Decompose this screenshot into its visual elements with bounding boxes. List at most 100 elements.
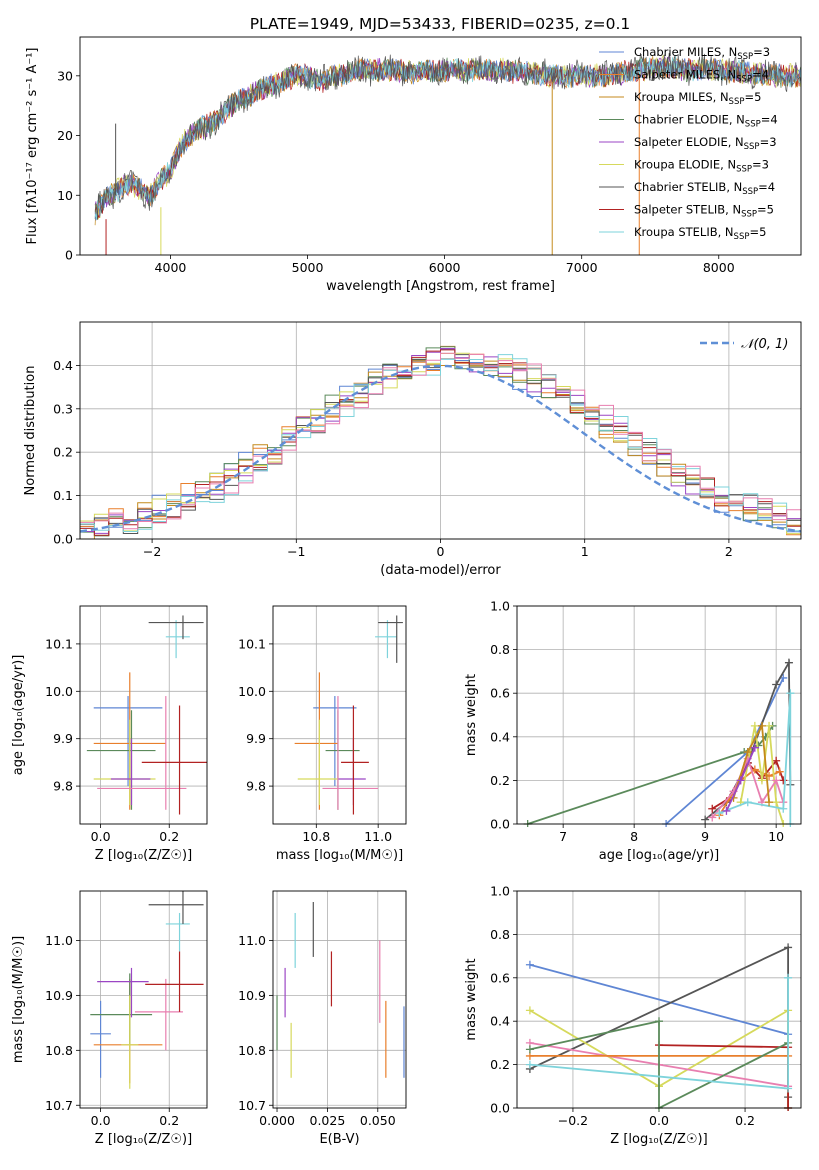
axes-frame [272, 890, 407, 1109]
y-tick-label: 9.9 [53, 731, 73, 746]
legend-label: Salpeter ELODIE, NSSP=3 [634, 135, 777, 152]
axes-frame [79, 605, 208, 825]
weight-line [732, 722, 770, 803]
x-tick-label: 0.025 [310, 1113, 346, 1128]
y-tick-label: 0.2 [490, 773, 510, 788]
weight-line [739, 725, 785, 825]
plus-marker [743, 748, 752, 757]
y-tick-label: 10.7 [45, 1098, 73, 1113]
histogram-series [80, 352, 801, 530]
y-tick-label: 0.0 [490, 1101, 510, 1116]
y-tick-label: 0.2 [53, 445, 73, 460]
x-tick-label: 1 [581, 544, 589, 559]
residuals-axes: −2 −1 0 1 2 0.0 0.1 0.2 0.3 0.4 (data-model)/error… [23, 321, 802, 578]
plus-marker [525, 1060, 534, 1069]
histogram-group [80, 345, 801, 539]
y-tick-label: 0.0 [53, 532, 73, 547]
x-tick-label: 0.2 [159, 1113, 179, 1128]
y-axis-label: mass weight [464, 958, 479, 1040]
mass-age-points [294, 615, 403, 815]
y-tick-label: 0.8 [490, 927, 510, 942]
x-tick-label: 10 [768, 829, 784, 844]
y-tick-label: 10.1 [238, 636, 266, 651]
x-tick-label: 7 [559, 829, 567, 844]
y-tick-label: 0.1 [53, 488, 73, 503]
y-tick-label: 20 [57, 128, 73, 143]
mass-age-axes: 10.8 11.0 9.8 9.9 10.0 10.1 mass [log₁₀(M/M☉)] [238, 605, 407, 863]
y-tick-label: 10.8 [238, 1043, 266, 1058]
y-tick-label: 9.8 [53, 779, 73, 794]
x-tick-label: −1 [287, 544, 305, 559]
x-tick-label: 0.0 [91, 1113, 111, 1128]
y-axis-label: age [log₁₀(age/yr)] [11, 655, 26, 776]
y-tick-label: 0.3 [53, 401, 73, 416]
y-axis-label: mass weight [464, 674, 479, 756]
legend-label: Chabrier ELODIE, NSSP=4 [634, 113, 778, 130]
y-tick-label: 0.4 [490, 1014, 510, 1029]
spectrum-legend: Chabrier MILES, NSSP=3 Salpeter MILES, NS… [599, 45, 778, 242]
axes-frame [516, 890, 802, 1109]
x-axis-label: age [log₁₀(age/yr)] [599, 848, 720, 863]
y-tick-label: 11.0 [238, 933, 266, 948]
x-tick-label: 0 [437, 544, 445, 559]
y-tick-label: 0.0 [490, 817, 510, 832]
y-tick-label: 10.8 [45, 1043, 73, 1058]
x-axis-label: E(B-V) [319, 1132, 359, 1147]
y-tick-label: 10.9 [238, 988, 266, 1003]
legend-label: 𝒩(0, 1) [741, 337, 788, 352]
plus-marker [743, 798, 752, 807]
y-axis-label: Normed distribution [23, 366, 38, 496]
y-tick-label: 0.2 [490, 1057, 510, 1072]
plus-marker [765, 721, 774, 730]
x-tick-label: 8 [630, 829, 638, 844]
y-tick-label: 0 [65, 248, 73, 263]
figure-title: PLATE=1949, MJD=53433, FIBERID=0235, z=0… [250, 15, 631, 33]
x-tick-label: 9 [701, 829, 709, 844]
plus-marker [722, 806, 731, 815]
age-weight-series [523, 658, 795, 827]
legend-label: Kroupa MILES, NSSP=5 [634, 90, 761, 107]
plus-marker [525, 1006, 534, 1015]
x-axis-label: Z [log₁₀(Z/Z☉)] [95, 1132, 192, 1147]
plus-marker [708, 804, 717, 813]
x-tick-label: 5000 [292, 260, 324, 275]
legend-label: Chabrier STELIB, NSSP=4 [634, 180, 775, 197]
plus-marker [757, 776, 766, 785]
plus-marker [655, 1017, 663, 1026]
x-tick-label: 10.8 [302, 829, 330, 844]
x-tick-label: 0.2 [735, 1113, 755, 1128]
plus-marker [786, 689, 795, 698]
z-age-points [86, 615, 207, 815]
ebv-mass-points [276, 901, 405, 1078]
gaussian-curve [80, 364, 801, 533]
x-tick-label: 7000 [566, 260, 598, 275]
spectrum-axes: 4000 5000 6000 7000 8000 0 10 20 30 wavelength [A… [25, 36, 802, 294]
legend-label: Salpeter MILES, NSSP=4 [634, 68, 769, 85]
plus-marker [525, 960, 534, 969]
axes-frame [516, 605, 802, 825]
y-tick-label: 0.4 [490, 729, 510, 744]
x-axis-label: wavelength [Angstrom, rest frame] [326, 279, 555, 294]
plus-marker [757, 721, 766, 730]
plus-marker [784, 1084, 793, 1093]
y-tick-label: 0.6 [490, 970, 510, 985]
plus-marker [784, 943, 793, 952]
x-tick-label: 0.000 [259, 1113, 295, 1128]
plus-marker [750, 721, 759, 730]
y-tick-label: 30 [57, 68, 73, 83]
x-tick-label: −2 [143, 544, 161, 559]
x-tick-label: 0.0 [649, 1113, 669, 1128]
x-tick-label: 0.050 [360, 1113, 396, 1128]
x-tick-label: 8000 [703, 260, 735, 275]
y-tick-label: 0.8 [490, 642, 510, 657]
weight-line [711, 756, 785, 819]
plus-marker [525, 1045, 534, 1054]
histogram-series [80, 348, 801, 536]
age-weight-axes: 7 8 9 10 0.0 0.2 0.4 0.6 0.8 1.0 age [log₁₀(age/yr… [464, 599, 802, 863]
x-tick-label: 0.0 [91, 829, 111, 844]
spectrum-series-group [94, 52, 801, 255]
y-tick-label: 10.9 [45, 988, 73, 1003]
axes-frame [79, 321, 802, 540]
y-tick-label: 10.7 [238, 1098, 266, 1113]
ebv-mass-axes: 0.000 0.025 0.050 10.7 10.8 10.9 11.0 E(B-V) [238, 890, 407, 1147]
